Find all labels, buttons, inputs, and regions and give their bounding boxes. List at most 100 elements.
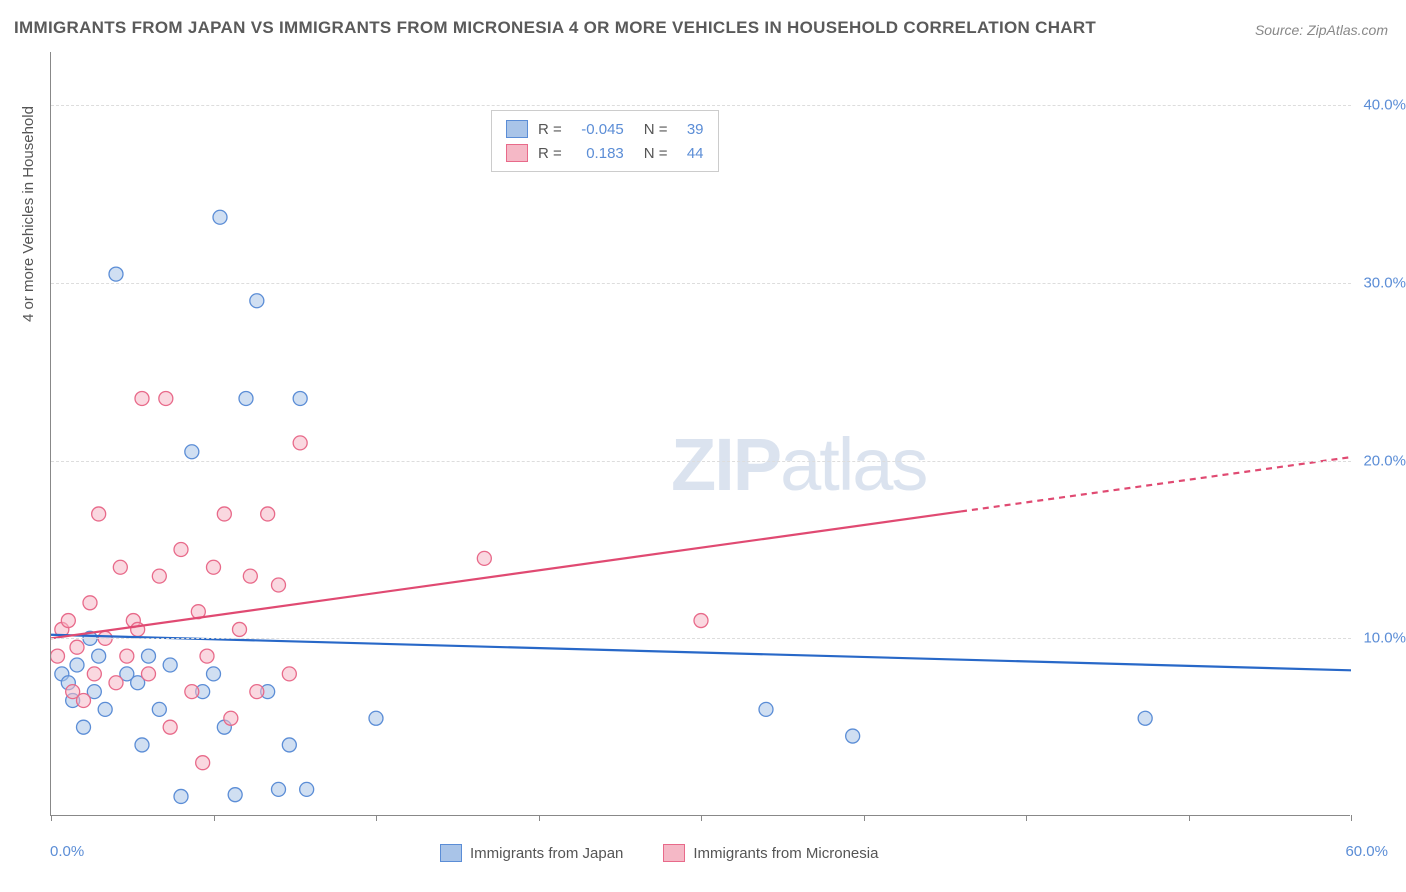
scatter-point (70, 658, 84, 672)
scatter-point (233, 622, 247, 636)
scatter-point (228, 788, 242, 802)
legend-r-label: R = (538, 121, 562, 138)
x-tick (701, 815, 702, 821)
scatter-point (174, 542, 188, 556)
scatter-point (109, 267, 123, 281)
scatter-point (142, 667, 156, 681)
legend-r-label: R = (538, 145, 562, 162)
scatter-point (243, 569, 257, 583)
legend-correlation-row: R = -0.045 N = 39 (506, 117, 704, 141)
y-axis-label: 4 or more Vehicles in Household (20, 106, 37, 322)
scatter-point (261, 507, 275, 521)
scatter-point (369, 711, 383, 725)
scatter-point (92, 507, 106, 521)
legend-swatch (506, 120, 528, 138)
scatter-point (120, 649, 134, 663)
legend-swatch (440, 844, 462, 862)
scatter-point (163, 720, 177, 734)
scatter-point (207, 667, 221, 681)
chart-title: IMMIGRANTS FROM JAPAN VS IMMIGRANTS FROM… (14, 18, 1096, 38)
scatter-point (759, 702, 773, 716)
scatter-point (282, 738, 296, 752)
scatter-point (300, 782, 314, 796)
x-tick (51, 815, 52, 821)
scatter-point (163, 658, 177, 672)
x-tick (864, 815, 865, 821)
scatter-point (152, 702, 166, 716)
gridline-h (51, 105, 1351, 106)
scatter-point (272, 782, 286, 796)
scatter-point (159, 391, 173, 405)
gridline-h (51, 283, 1351, 284)
scatter-point (70, 640, 84, 654)
legend-n-value: 39 (678, 121, 704, 138)
y-tick-label: 10.0% (1363, 630, 1406, 647)
x-tick (1026, 815, 1027, 821)
scatter-point (200, 649, 214, 663)
y-tick-label: 30.0% (1363, 274, 1406, 291)
source-attribution: Source: ZipAtlas.com (1255, 22, 1388, 38)
scatter-point (98, 702, 112, 716)
scatter-point (152, 569, 166, 583)
scatter-point (185, 685, 199, 699)
x-tick (539, 815, 540, 821)
scatter-point (239, 391, 253, 405)
scatter-point (224, 711, 238, 725)
legend-series-label: Immigrants from Japan (470, 845, 623, 862)
scatter-point (694, 614, 708, 628)
legend-swatch (506, 144, 528, 162)
x-axis-max-label: 60.0% (1345, 843, 1388, 860)
scatter-point (207, 560, 221, 574)
y-tick-label: 20.0% (1363, 452, 1406, 469)
scatter-point (293, 391, 307, 405)
gridline-h (51, 461, 1351, 462)
scatter-point (196, 756, 210, 770)
legend-series: Immigrants from Japan Immigrants from Mic… (440, 844, 878, 862)
x-tick (376, 815, 377, 821)
regression-line (51, 511, 961, 638)
scatter-point (142, 649, 156, 663)
scatter-point (61, 614, 75, 628)
x-axis-min-label: 0.0% (50, 843, 84, 860)
scatter-point (109, 676, 123, 690)
regression-line (51, 635, 1351, 671)
legend-correlation-row: R = 0.183 N = 44 (506, 141, 704, 165)
scatter-point (282, 667, 296, 681)
scatter-point (250, 294, 264, 308)
scatter-point (51, 649, 65, 663)
legend-series-item: Immigrants from Japan (440, 844, 623, 862)
legend-correlation-box: R = -0.045 N = 39 R = 0.183 N = 44 (491, 110, 719, 172)
legend-swatch (663, 844, 685, 862)
legend-series-item: Immigrants from Micronesia (663, 844, 878, 862)
scatter-point (250, 685, 264, 699)
scatter-point (174, 789, 188, 803)
scatter-point (477, 551, 491, 565)
y-tick-label: 40.0% (1363, 97, 1406, 114)
legend-n-value: 44 (678, 145, 704, 162)
scatter-point (135, 738, 149, 752)
scatter-point (87, 667, 101, 681)
scatter-point (113, 560, 127, 574)
scatter-point (846, 729, 860, 743)
scatter-point (185, 445, 199, 459)
scatter-point (92, 649, 106, 663)
scatter-point (217, 507, 231, 521)
scatter-point (1138, 711, 1152, 725)
legend-r-value: 0.183 (572, 145, 624, 162)
scatter-point (77, 694, 91, 708)
regression-line-dashed (961, 457, 1351, 511)
x-tick (1189, 815, 1190, 821)
scatter-point (293, 436, 307, 450)
legend-n-label: N = (644, 145, 668, 162)
legend-series-label: Immigrants from Micronesia (693, 845, 878, 862)
scatter-point (77, 720, 91, 734)
chart-container: IMMIGRANTS FROM JAPAN VS IMMIGRANTS FROM… (0, 0, 1406, 892)
x-tick (214, 815, 215, 821)
legend-n-label: N = (644, 121, 668, 138)
plot-area: ZIPatlas R =-0.045N =39R =0.183N =44 10.… (50, 52, 1350, 816)
legend-r-value: -0.045 (572, 121, 624, 138)
scatter-point (272, 578, 286, 592)
scatter-point (213, 210, 227, 224)
x-tick (1351, 815, 1352, 821)
gridline-h (51, 638, 1351, 639)
